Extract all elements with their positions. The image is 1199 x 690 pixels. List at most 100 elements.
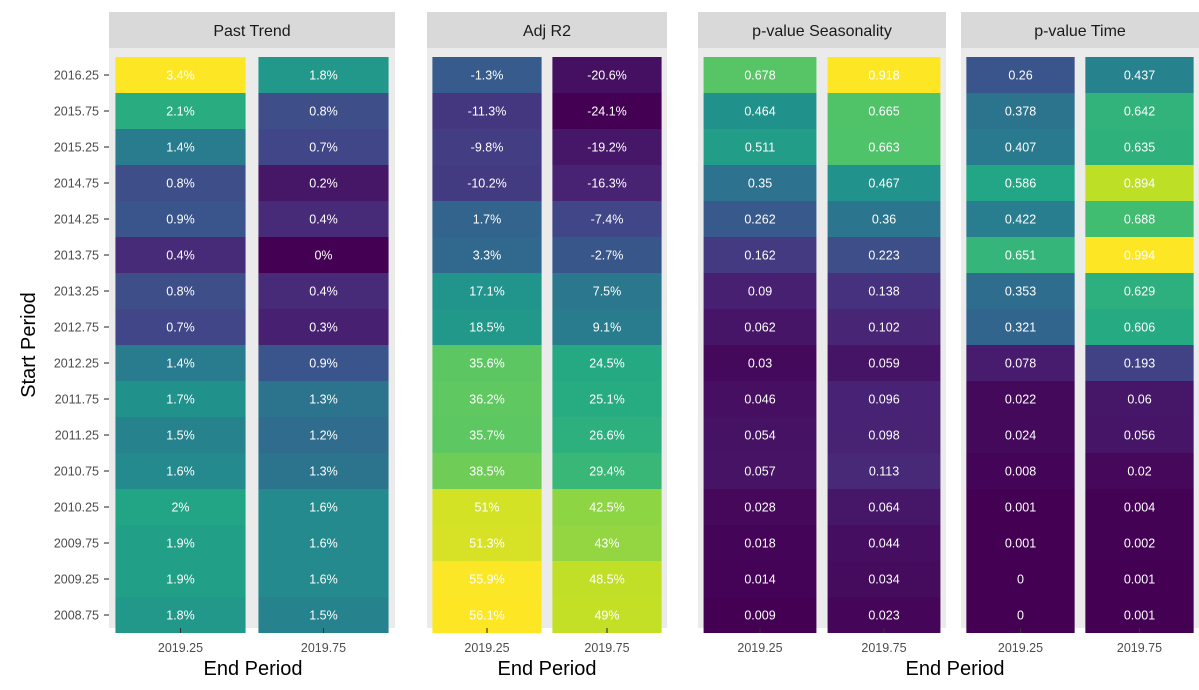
cell-label: 0.464 [744, 105, 775, 119]
heatmap-cell [552, 57, 662, 93]
heatmap-cell [703, 525, 817, 561]
cell-label: 0.078 [1005, 357, 1036, 371]
heatmap-cell [1085, 417, 1194, 453]
y-tick-label: 2008.75 [54, 609, 99, 623]
cell-label: 0.894 [1124, 177, 1155, 191]
cell-label: 0.321 [1005, 321, 1036, 335]
cell-label: 0.193 [1124, 357, 1155, 371]
y-tick-label: 2013.75 [54, 249, 99, 263]
cell-label: 26.6% [589, 429, 624, 443]
cell-label: 9.1% [593, 321, 622, 335]
y-tick-label: 2010.25 [54, 501, 99, 515]
heatmap-cell [258, 129, 389, 165]
heatmap-cell [827, 201, 941, 237]
cell-label: 0.994 [1124, 249, 1155, 263]
cell-label: -2.7% [591, 249, 624, 263]
heatmap-cell [1085, 93, 1194, 129]
cell-label: 0.014 [744, 573, 775, 587]
cell-label: 0.467 [868, 177, 899, 191]
cell-label: 1.2% [309, 429, 338, 443]
cell-label: 1.8% [309, 69, 338, 83]
x-tick-label: 2019.25 [737, 641, 782, 655]
cell-label: 0.223 [868, 249, 899, 263]
facet-strip [961, 12, 1199, 48]
cell-label: 0.688 [1124, 213, 1155, 227]
cell-label: 0.162 [744, 249, 775, 263]
cell-label: 0.511 [745, 141, 775, 155]
heatmap-cell [703, 273, 817, 309]
cell-label: 0.06 [1127, 393, 1151, 407]
x-axis-title: End Period [906, 658, 1005, 680]
cell-label: 1.3% [309, 465, 338, 479]
x-tick-label: 2019.25 [464, 641, 509, 655]
heatmap-cell [1085, 165, 1194, 201]
heatmap-cell [827, 57, 941, 93]
cell-label: 0.8% [166, 177, 195, 191]
cell-label: 1.3% [309, 393, 338, 407]
cell-label: 0.918 [868, 69, 899, 83]
cell-label: 0.663 [868, 141, 899, 155]
heatmap-cell [703, 237, 817, 273]
heatmap-cell [115, 453, 246, 489]
cell-label: 0.024 [1005, 429, 1036, 443]
cell-label: 0.4% [309, 213, 338, 227]
cell-label: 0.4% [166, 249, 195, 263]
cell-label: 0.4% [309, 285, 338, 299]
heatmap-cell [827, 453, 941, 489]
heatmap-cell [703, 381, 817, 417]
cell-label: 3.3% [473, 249, 502, 263]
heatmap-cell [703, 129, 817, 165]
heatmap-cell [552, 201, 662, 237]
y-axis-title: Start Period [18, 292, 40, 398]
heatmap-cell [1085, 57, 1194, 93]
y-tick-label: 2012.25 [54, 357, 99, 371]
cell-label: 0.9% [309, 357, 338, 371]
heatmap-cell [827, 525, 941, 561]
cell-label: 1.5% [166, 429, 195, 443]
cell-label: 1.4% [166, 141, 195, 155]
cell-label: -20.6% [587, 69, 627, 83]
heatmap-cell [703, 417, 817, 453]
heatmap-cell [432, 525, 542, 561]
cell-label: 0.36 [872, 213, 896, 227]
cell-label: 7.5% [593, 285, 622, 299]
heatmap-cell [432, 93, 542, 129]
heatmap-cell [258, 309, 389, 345]
cell-label: 0.03 [748, 357, 772, 371]
cell-label: 1.4% [166, 357, 195, 371]
y-tick-label: 2011.25 [55, 429, 99, 443]
cell-label: 0.09 [748, 285, 772, 299]
heatmap-cell [115, 561, 246, 597]
heatmap-cell [827, 345, 941, 381]
cell-label: 0.008 [1005, 465, 1036, 479]
cell-label: 0.046 [744, 393, 775, 407]
cell-label: 0.3% [309, 321, 338, 335]
heatmap-cell [966, 93, 1075, 129]
x-tick-label: 2019.25 [998, 641, 1043, 655]
heatmap-cell [552, 525, 662, 561]
heatmap-cell [258, 165, 389, 201]
heatmap-cell [258, 597, 389, 633]
heatmap-cell [552, 597, 662, 633]
heatmap-cell [552, 309, 662, 345]
cell-label: 0.001 [1005, 537, 1036, 551]
heatmap-cell [258, 561, 389, 597]
heatmap-cell [703, 453, 817, 489]
heatmap-cell [1085, 273, 1194, 309]
y-tick-label: 2015.25 [54, 141, 99, 155]
heatmap-cell [258, 525, 389, 561]
heatmap-cell [432, 309, 542, 345]
cell-label: 3.4% [166, 69, 195, 83]
cell-label: 0.35 [748, 177, 772, 191]
cell-label: 0.001 [1005, 501, 1036, 515]
cell-label: 0.353 [1005, 285, 1036, 299]
y-tick-label: 2014.75 [54, 177, 99, 191]
cell-label: 17.1% [469, 285, 504, 299]
heatmap-cell [827, 381, 941, 417]
cell-label: 1.8% [166, 609, 195, 623]
cell-label: 0.064 [868, 501, 899, 515]
x-tick-label: 2019.25 [158, 641, 203, 655]
heatmap-cell [703, 309, 817, 345]
heatmap-cell [115, 417, 246, 453]
